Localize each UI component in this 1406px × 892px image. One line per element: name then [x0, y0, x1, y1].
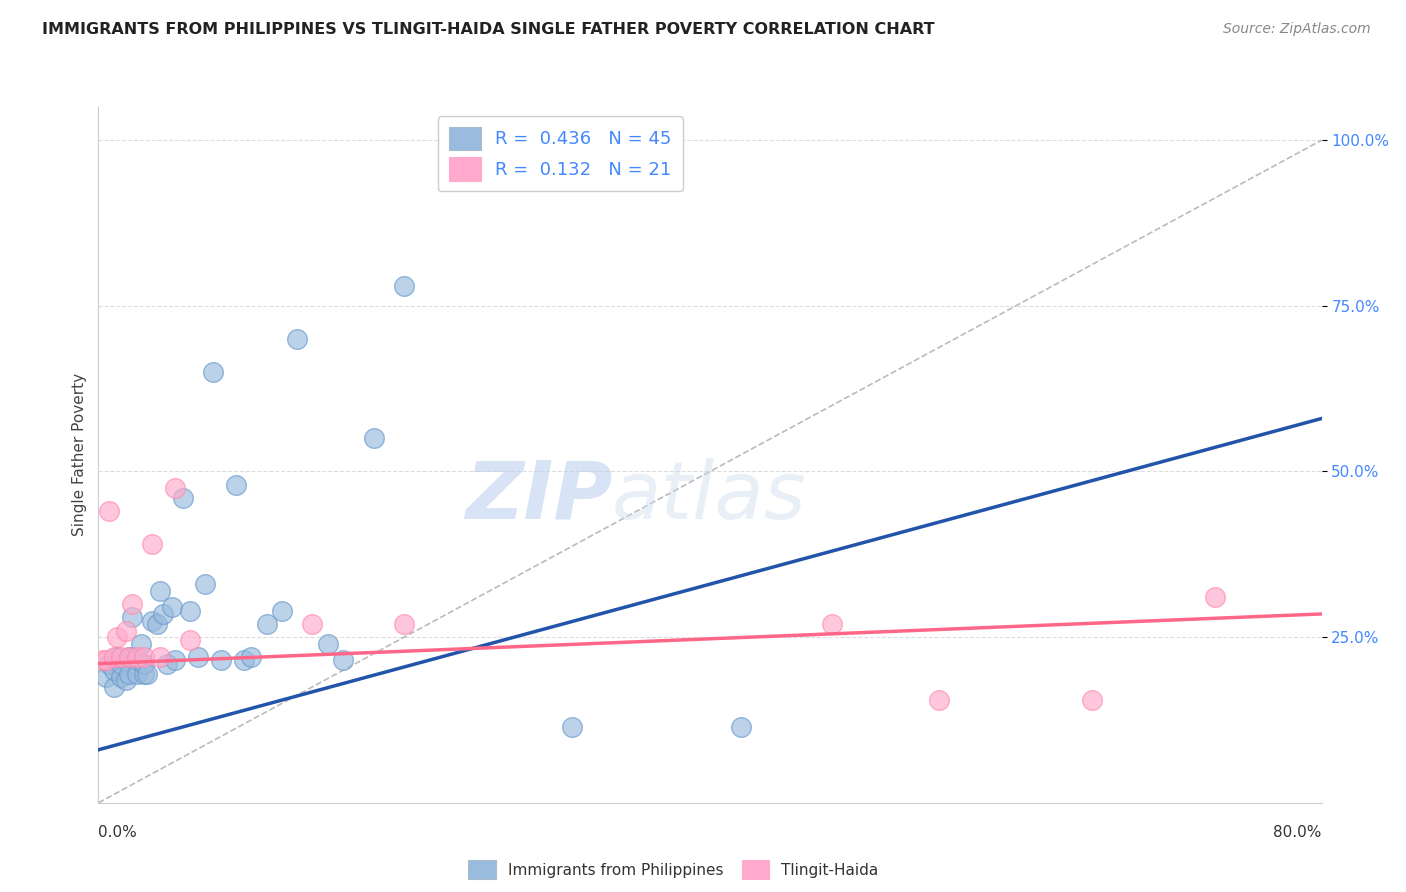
Point	[125, 650, 148, 665]
Point	[103, 650, 125, 665]
Point	[516, 160, 538, 174]
Point	[121, 597, 143, 611]
Point	[134, 657, 156, 671]
Point	[316, 637, 339, 651]
Point	[392, 616, 416, 631]
Point	[149, 583, 172, 598]
Point	[125, 653, 148, 667]
Point	[141, 614, 163, 628]
Point	[91, 653, 114, 667]
Point	[160, 600, 183, 615]
Point	[136, 666, 159, 681]
Point	[105, 650, 128, 665]
Point	[110, 657, 132, 671]
Point	[730, 720, 752, 734]
Point	[98, 504, 121, 518]
Text: IMMIGRANTS FROM PHILIPPINES VS TLINGIT-HAIDA SINGLE FATHER POVERTY CORRELATION C: IMMIGRANTS FROM PHILIPPINES VS TLINGIT-H…	[42, 22, 935, 37]
Point	[110, 670, 132, 684]
Point	[179, 633, 201, 648]
Point	[149, 650, 172, 665]
Point	[105, 630, 128, 644]
Point	[1204, 591, 1226, 605]
Text: 80.0%: 80.0%	[1274, 825, 1322, 840]
Text: ZIP: ZIP	[465, 458, 612, 536]
Point	[103, 663, 125, 677]
Point	[928, 693, 950, 707]
Point	[121, 610, 143, 624]
Text: Source: ZipAtlas.com: Source: ZipAtlas.com	[1223, 22, 1371, 37]
Point	[179, 604, 201, 618]
Point	[270, 604, 292, 618]
Point	[301, 616, 323, 631]
Point	[156, 657, 179, 671]
Y-axis label: Single Father Poverty: Single Father Poverty	[72, 374, 87, 536]
Point	[118, 650, 141, 665]
Point	[194, 577, 217, 591]
Point	[121, 650, 143, 665]
Point	[285, 332, 308, 346]
Point	[202, 365, 225, 379]
Point	[110, 650, 132, 665]
Point	[134, 666, 156, 681]
Point	[561, 720, 583, 734]
Point	[172, 491, 194, 505]
Point	[134, 650, 156, 665]
Point	[103, 680, 125, 694]
Point	[332, 653, 354, 667]
Point	[94, 653, 117, 667]
Point	[163, 653, 186, 667]
Point	[232, 653, 254, 667]
Legend: Immigrants from Philippines, Tlingit-Haida: Immigrants from Philippines, Tlingit-Hai…	[463, 854, 884, 886]
Point	[115, 624, 138, 638]
Text: atlas: atlas	[612, 458, 807, 536]
Point	[125, 666, 148, 681]
Point	[141, 537, 163, 551]
Point	[129, 637, 152, 651]
Point	[225, 477, 247, 491]
Point	[98, 657, 121, 671]
Point	[115, 673, 138, 688]
Point	[163, 481, 186, 495]
Point	[94, 670, 117, 684]
Point	[145, 616, 167, 631]
Point	[363, 431, 385, 445]
Point	[821, 616, 844, 631]
Point	[392, 279, 416, 293]
Point	[1081, 693, 1104, 707]
Point	[187, 650, 209, 665]
Point	[554, 160, 576, 174]
Point	[118, 666, 141, 681]
Point	[209, 653, 232, 667]
Point	[240, 650, 263, 665]
Text: 0.0%: 0.0%	[98, 825, 138, 840]
Point	[118, 650, 141, 665]
Point	[152, 607, 174, 621]
Point	[256, 616, 278, 631]
